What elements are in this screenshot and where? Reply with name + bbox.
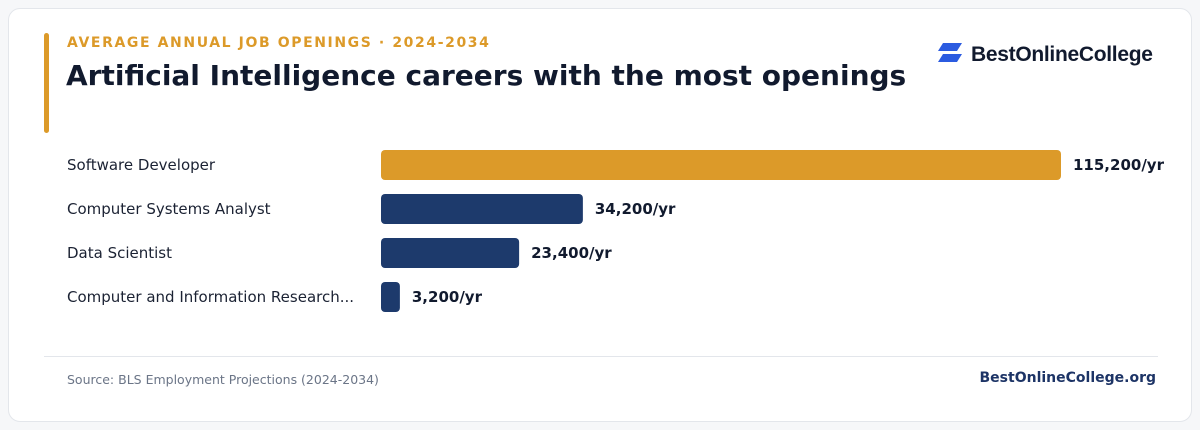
bar[interactable] (381, 282, 400, 312)
chart-card: AVERAGE ANNUAL JOB OPENINGS · 2024-2034 … (8, 8, 1192, 422)
chart-eyebrow: AVERAGE ANNUAL JOB OPENINGS · 2024-2034 (67, 35, 491, 51)
bar[interactable] (381, 150, 1061, 180)
stacked-parallelogram-logo-icon (937, 43, 963, 67)
bar[interactable] (381, 194, 583, 224)
footer-divider (44, 356, 1158, 357)
brand-logo-text: BestOnlineCollege (971, 43, 1153, 66)
source-note: Source: BLS Employment Projections (2024… (67, 372, 379, 387)
bar[interactable] (381, 238, 520, 268)
bar-chart: Software Developer 115,200/yr Computer Sys… (67, 150, 1165, 312)
category-label: Computer Systems Analyst (67, 200, 271, 218)
brand-logo[interactable]: BestOnlineCollege (937, 41, 1153, 69)
category-label: Data Scientist (67, 244, 172, 262)
site-link[interactable]: BestOnlineCollege.org (979, 370, 1156, 386)
chart-title: Artificial Intelligence careers with the… (66, 59, 907, 92)
value-label: 34,200/yr (595, 200, 676, 218)
value-label: 115,200/yr (1073, 156, 1165, 174)
value-label: 23,400/yr (531, 244, 612, 262)
category-label: Software Developer (67, 156, 216, 174)
accent-bar (44, 33, 49, 133)
value-label: 3,200/yr (412, 288, 483, 306)
category-label: Computer and Information Research... (67, 288, 354, 306)
